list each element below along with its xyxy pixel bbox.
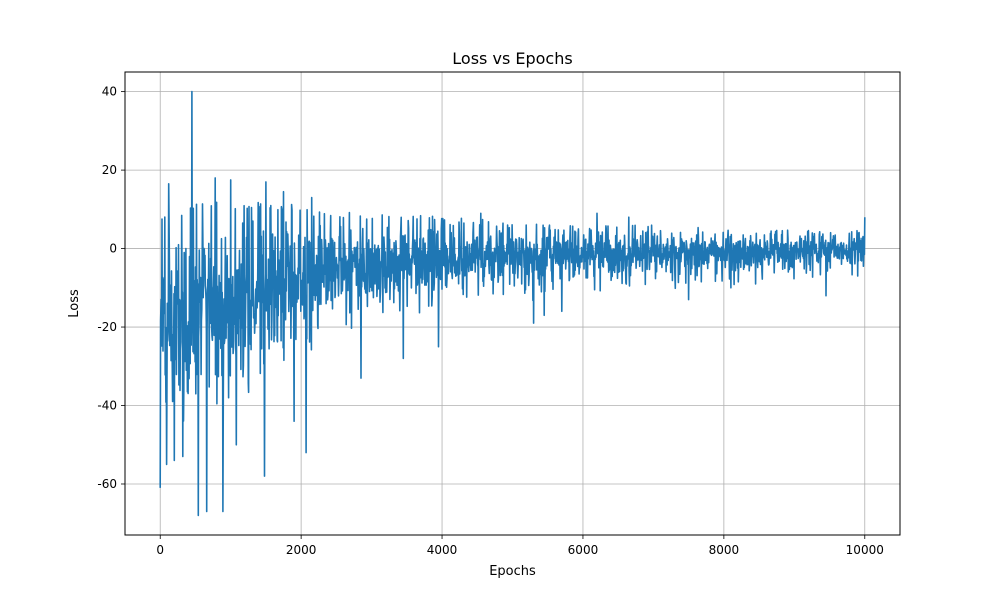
x-tick-label: 2000: [286, 543, 317, 557]
x-tick-label: 10000: [846, 543, 884, 557]
y-axis-label: Loss: [67, 289, 82, 318]
x-axis-label: Epochs: [489, 564, 536, 579]
x-tick-label: 8000: [709, 543, 740, 557]
axes-frame: [124, 71, 901, 536]
y-tick-label: 40: [102, 85, 117, 99]
y-tick-label: 0: [109, 242, 117, 256]
loss-series-line: [159, 90, 866, 517]
plot-area: [159, 90, 866, 517]
axis-ticks: 0 2000 4000 6000 8000 10000 -60 -40 -20 0 20 40: [97, 85, 883, 557]
chart-title: Loss vs Epochs: [452, 49, 572, 68]
x-tick-label: 4000: [427, 543, 458, 557]
y-tick-label: -40: [97, 399, 117, 413]
y-tick-label: -20: [97, 320, 117, 334]
x-tick-label: 0: [156, 543, 164, 557]
x-tick-label: 6000: [568, 543, 599, 557]
y-tick-label: -60: [97, 477, 117, 491]
y-tick-label: 20: [102, 163, 117, 177]
